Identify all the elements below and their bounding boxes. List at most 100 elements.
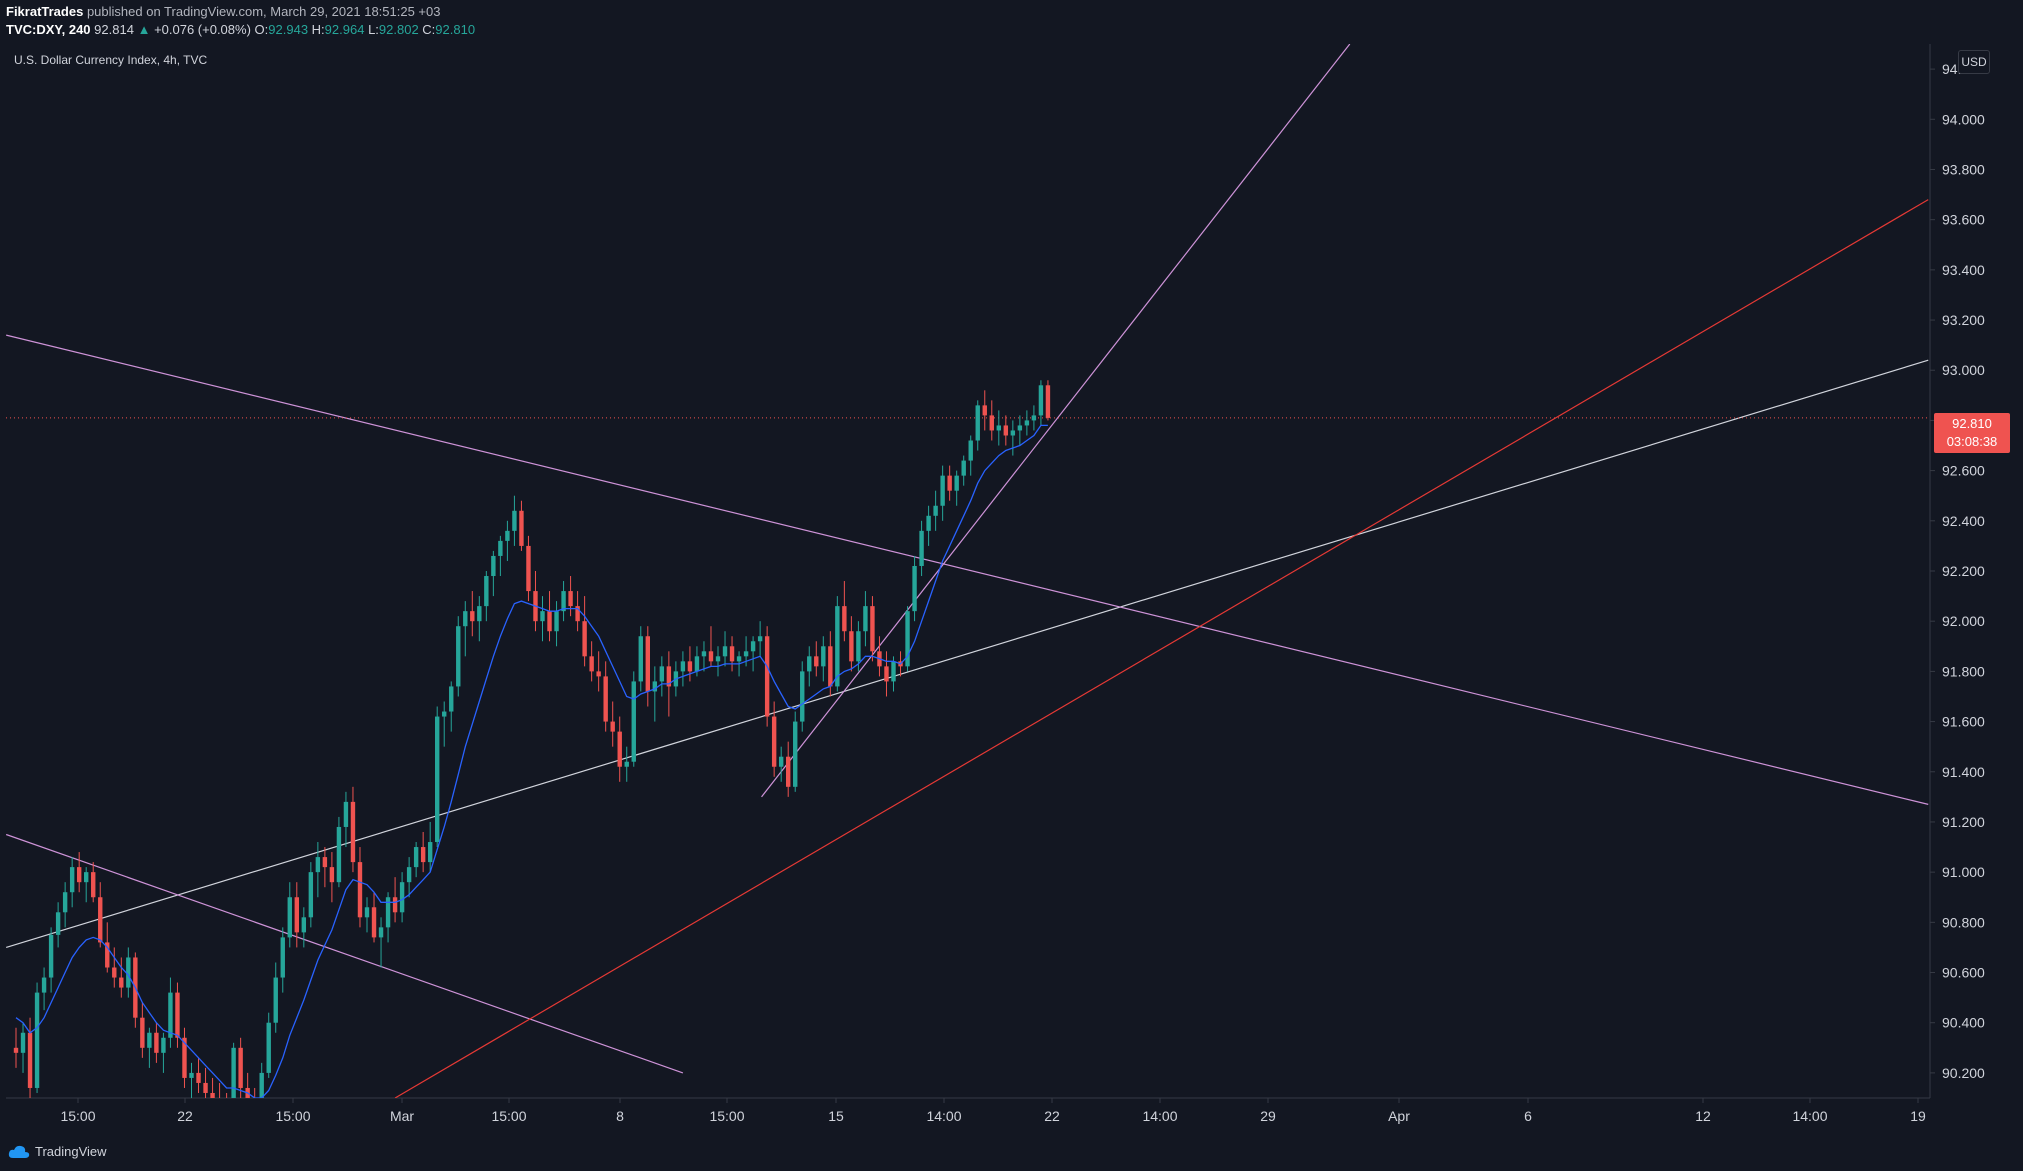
candle-body [84, 872, 89, 883]
candle-body [1010, 430, 1016, 436]
candle-body [98, 897, 103, 943]
candle-body [554, 611, 559, 632]
candle-body [399, 882, 405, 913]
candle-body [13, 1047, 19, 1053]
candle-body [252, 1103, 256, 1118]
candle-body [1024, 420, 1030, 426]
candle-body [456, 626, 461, 687]
published-text: published on TradingView.com, March 29, … [86, 4, 441, 19]
candle-body [891, 661, 896, 682]
time-axis-label: 15:00 [491, 1108, 526, 1124]
resistance-trendline [6, 359, 1929, 949]
candle-body [147, 1032, 152, 1048]
candle-body [975, 405, 980, 441]
author-name[interactable]: FikratTrades [6, 4, 84, 19]
price-axis-label: 90.800 [1942, 914, 1985, 930]
candle-body [652, 681, 658, 692]
chart-title[interactable]: U.S. Dollar Currency Index, 4h, TVC [14, 53, 208, 67]
candle-body [617, 731, 622, 767]
open-value: 92.943 [268, 22, 309, 37]
candle-body [722, 646, 728, 657]
candle-body [512, 510, 517, 531]
tradingview-brand: TradingView [35, 1144, 107, 1159]
bar-countdown: 03:08:38 [1946, 434, 1998, 449]
last-price-label: 92.810 03:08:38 [1934, 413, 2010, 453]
price-axis-label: 91.800 [1942, 663, 1985, 679]
candle-body [105, 942, 110, 968]
time-axis-label: 14:00 [1792, 1108, 1827, 1124]
currency-button[interactable]: USD [1958, 50, 1990, 74]
candle-body [224, 1108, 228, 1113]
price-axis-label: 92.000 [1942, 613, 1985, 629]
quote-row: TVC:DXY, 240 92.814 ▲ +0.076 (+0.08%) O:… [6, 22, 475, 37]
candle-body [238, 1047, 243, 1088]
candle-body [757, 636, 763, 642]
candle-body [1038, 385, 1044, 416]
candle-body [645, 636, 650, 692]
price-axis-label: 93.800 [1942, 161, 1985, 177]
high-label: H: [311, 22, 325, 37]
price-axis-label: 93.600 [1942, 212, 1985, 228]
candle-body [287, 897, 292, 938]
header-bar: FikratTrades published on TradingView.co… [0, 0, 2023, 44]
candle-body [301, 917, 307, 933]
candle-body [34, 992, 40, 1088]
candle-body [596, 671, 601, 677]
candle-body [1003, 425, 1009, 436]
candle-body [736, 656, 742, 662]
candle-body [610, 721, 615, 732]
time-axis-label: 14:00 [926, 1108, 961, 1124]
candle-body [55, 912, 61, 935]
candle-body [491, 555, 496, 577]
time-axis-label: 6 [1524, 1108, 1532, 1124]
candle-body [505, 530, 510, 541]
time-axis-label: 15:00 [275, 1108, 310, 1124]
candle-body [764, 636, 770, 717]
candle-body [540, 611, 545, 622]
candle-body [729, 646, 735, 662]
candle-body [378, 927, 384, 938]
candle-body [659, 666, 665, 682]
price-chart[interactable]: 90.200 90.400 90.600 90.800 91.000 91.200 91.4… [0, 0, 2023, 1134]
candle-body [863, 606, 868, 632]
plot-area[interactable] [6, 44, 1930, 1128]
tradingview-logo[interactable]: TradingView [8, 1144, 107, 1159]
candle-body [807, 656, 812, 672]
candle-body [168, 992, 173, 1038]
candle-body [926, 515, 931, 531]
candle-body [750, 641, 756, 652]
candle-body [343, 801, 349, 827]
symbol-label[interactable]: TVC:DXY, 240 [6, 22, 91, 37]
candle-body [996, 425, 1001, 431]
candle-body [48, 934, 54, 978]
candle-body [463, 611, 468, 627]
candle-body [266, 1022, 271, 1073]
time-axis-label: 15:00 [709, 1108, 744, 1124]
candle-body [1017, 425, 1023, 431]
candle-body [786, 756, 791, 787]
time-axis-label: 8 [616, 1108, 624, 1124]
candle-body [322, 857, 328, 868]
candle-body [884, 666, 889, 682]
price-axis-label: 93.400 [1942, 262, 1985, 278]
candle-body [357, 862, 363, 918]
price-axis-label: 93.000 [1942, 362, 1985, 378]
candle-body [989, 415, 994, 431]
tradingview-cloud-icon [8, 1145, 30, 1158]
candle-body [420, 847, 426, 863]
price-axis-label: 92.600 [1942, 463, 1985, 479]
time-axis-label: 15 [828, 1108, 844, 1124]
candle-body [849, 631, 854, 662]
close-label: C: [422, 22, 436, 37]
candle-body [259, 1072, 264, 1098]
candle-body [519, 510, 524, 546]
ascending-trendline-red [394, 199, 1929, 1098]
low-value: 92.802 [378, 22, 419, 37]
candle-body [175, 992, 180, 1038]
candle-body [203, 1082, 208, 1093]
price-axis-label: 90.400 [1942, 1015, 1985, 1031]
price-axis-label: 90.200 [1942, 1065, 1985, 1081]
price-axis-label: 94.000 [1942, 111, 1985, 127]
candle-body [947, 475, 952, 491]
candle-body [484, 576, 489, 607]
